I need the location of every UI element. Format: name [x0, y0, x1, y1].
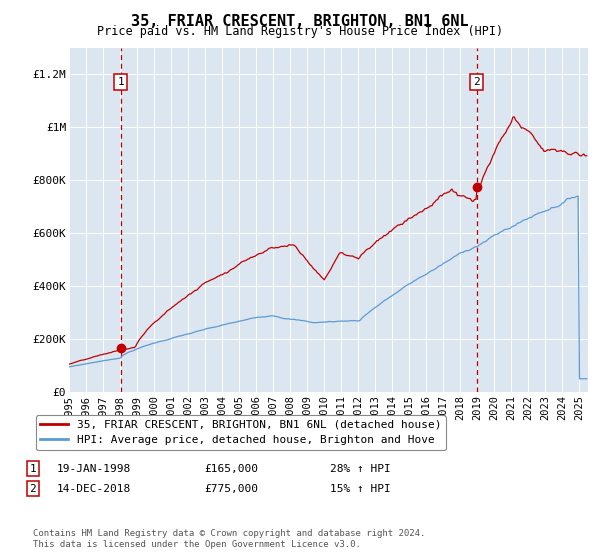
Text: 2: 2 [473, 77, 480, 87]
Text: 19-JAN-1998: 19-JAN-1998 [57, 464, 131, 474]
Text: Contains HM Land Registry data © Crown copyright and database right 2024.
This d: Contains HM Land Registry data © Crown c… [33, 529, 425, 549]
Text: £165,000: £165,000 [204, 464, 258, 474]
Text: 15% ↑ HPI: 15% ↑ HPI [330, 484, 391, 494]
Text: 35, FRIAR CRESCENT, BRIGHTON, BN1 6NL: 35, FRIAR CRESCENT, BRIGHTON, BN1 6NL [131, 14, 469, 29]
Text: 1: 1 [29, 464, 37, 474]
Text: Price paid vs. HM Land Registry's House Price Index (HPI): Price paid vs. HM Land Registry's House … [97, 25, 503, 38]
Text: 28% ↑ HPI: 28% ↑ HPI [330, 464, 391, 474]
Text: 14-DEC-2018: 14-DEC-2018 [57, 484, 131, 494]
Text: 2: 2 [29, 484, 37, 494]
Text: £775,000: £775,000 [204, 484, 258, 494]
Legend: 35, FRIAR CRESCENT, BRIGHTON, BN1 6NL (detached house), HPI: Average price, deta: 35, FRIAR CRESCENT, BRIGHTON, BN1 6NL (d… [35, 416, 446, 450]
Text: 1: 1 [118, 77, 124, 87]
